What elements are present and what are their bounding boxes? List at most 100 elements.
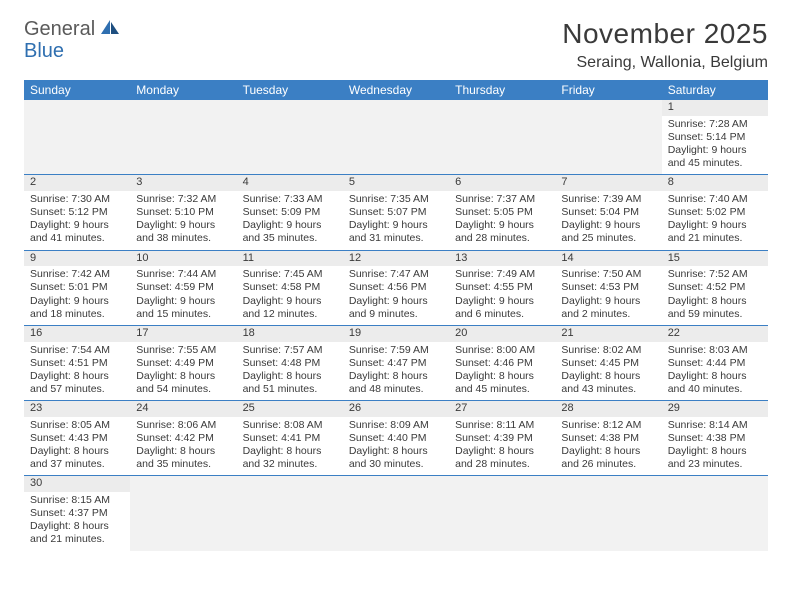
day-number: 8 [662, 175, 768, 191]
daylight-text: Daylight: 8 hours and 45 minutes. [455, 370, 549, 396]
calendar-day-cell [449, 100, 555, 175]
day-content: Sunrise: 7:30 AMSunset: 5:12 PMDaylight:… [30, 193, 124, 246]
sunset-text: Sunset: 4:44 PM [668, 357, 762, 370]
sunrise-text: Sunrise: 7:54 AM [30, 344, 124, 357]
daylight-text: Daylight: 8 hours and 32 minutes. [243, 445, 337, 471]
calendar-week-row: 1 Sunrise: 7:28 AMSunset: 5:14 PMDaylight… [24, 100, 768, 175]
calendar-day-cell: 17Sunrise: 7:55 AMSunset: 4:49 PMDayligh… [130, 325, 236, 400]
day-content: Sunrise: 8:14 AMSunset: 4:38 PMDaylight:… [668, 419, 762, 472]
logo: General [24, 18, 123, 41]
day-content: Sunrise: 7:39 AMSunset: 5:04 PMDaylight:… [561, 193, 655, 246]
calendar-day-cell: 5Sunrise: 7:35 AMSunset: 5:07 PMDaylight… [343, 175, 449, 250]
calendar-day-cell [449, 476, 555, 551]
calendar-day-cell: 16Sunrise: 7:54 AMSunset: 4:51 PMDayligh… [24, 325, 130, 400]
calendar-day-cell [237, 100, 343, 175]
day-number: 26 [343, 401, 449, 417]
sunrise-text: Sunrise: 7:47 AM [349, 268, 443, 281]
sunset-text: Sunset: 5:05 PM [455, 206, 549, 219]
sunrise-text: Sunrise: 7:55 AM [136, 344, 230, 357]
sunrise-text: Sunrise: 7:30 AM [30, 193, 124, 206]
sunrise-text: Sunrise: 7:33 AM [243, 193, 337, 206]
daylight-text: Daylight: 9 hours and 15 minutes. [136, 295, 230, 321]
calendar-page: General November 2025 Seraing, Wallonia,… [0, 0, 792, 551]
day-number: 11 [237, 251, 343, 267]
day-content: Sunrise: 7:28 AMSunset: 5:14 PMDaylight:… [668, 118, 762, 171]
location: Seraing, Wallonia, Belgium [562, 54, 768, 72]
day-number: 10 [130, 251, 236, 267]
day-number: 3 [130, 175, 236, 191]
sunrise-text: Sunrise: 7:28 AM [668, 118, 762, 131]
sunset-text: Sunset: 4:37 PM [30, 507, 124, 520]
day-number: 18 [237, 326, 343, 342]
calendar-day-cell: 24Sunrise: 8:06 AMSunset: 4:42 PMDayligh… [130, 401, 236, 476]
sunset-text: Sunset: 5:10 PM [136, 206, 230, 219]
sunset-text: Sunset: 4:38 PM [561, 432, 655, 445]
weekday-header: Monday [130, 80, 236, 100]
day-content: Sunrise: 7:44 AMSunset: 4:59 PMDaylight:… [136, 268, 230, 321]
sunrise-text: Sunrise: 8:06 AM [136, 419, 230, 432]
day-content: Sunrise: 8:08 AMSunset: 4:41 PMDaylight:… [243, 419, 337, 472]
day-content: Sunrise: 7:55 AMSunset: 4:49 PMDaylight:… [136, 344, 230, 397]
calendar-day-cell: 21Sunrise: 8:02 AMSunset: 4:45 PMDayligh… [555, 325, 661, 400]
sunrise-text: Sunrise: 8:12 AM [561, 419, 655, 432]
calendar-week-row: 2 Sunrise: 7:30 AMSunset: 5:12 PMDaylight… [24, 175, 768, 250]
sunset-text: Sunset: 4:38 PM [668, 432, 762, 445]
sunrise-text: Sunrise: 7:32 AM [136, 193, 230, 206]
calendar-day-cell [555, 100, 661, 175]
sunset-text: Sunset: 4:39 PM [455, 432, 549, 445]
day-content: Sunrise: 8:12 AMSunset: 4:38 PMDaylight:… [561, 419, 655, 472]
calendar-day-cell: 10Sunrise: 7:44 AMSunset: 4:59 PMDayligh… [130, 250, 236, 325]
day-content: Sunrise: 7:35 AMSunset: 5:07 PMDaylight:… [349, 193, 443, 246]
calendar-day-cell: 27Sunrise: 8:11 AMSunset: 4:39 PMDayligh… [449, 401, 555, 476]
daylight-text: Daylight: 8 hours and 35 minutes. [136, 445, 230, 471]
sunset-text: Sunset: 4:43 PM [30, 432, 124, 445]
sunrise-text: Sunrise: 7:50 AM [561, 268, 655, 281]
sunrise-text: Sunrise: 8:14 AM [668, 419, 762, 432]
day-number: 29 [662, 401, 768, 417]
sunset-text: Sunset: 5:04 PM [561, 206, 655, 219]
calendar-day-cell: 13Sunrise: 7:49 AMSunset: 4:55 PMDayligh… [449, 250, 555, 325]
sunrise-text: Sunrise: 7:35 AM [349, 193, 443, 206]
day-number: 27 [449, 401, 555, 417]
calendar-week-row: 9Sunrise: 7:42 AMSunset: 5:01 PMDaylight… [24, 250, 768, 325]
weekday-header: Friday [555, 80, 661, 100]
sunset-text: Sunset: 4:53 PM [561, 281, 655, 294]
month-title: November 2025 [562, 18, 768, 50]
daylight-text: Daylight: 9 hours and 21 minutes. [668, 219, 762, 245]
sunrise-text: Sunrise: 7:44 AM [136, 268, 230, 281]
sunrise-text: Sunrise: 8:09 AM [349, 419, 443, 432]
day-number: 1 [662, 100, 768, 116]
calendar-body: 1 Sunrise: 7:28 AMSunset: 5:14 PMDaylight… [24, 100, 768, 551]
calendar-day-cell: 14Sunrise: 7:50 AMSunset: 4:53 PMDayligh… [555, 250, 661, 325]
sunset-text: Sunset: 5:07 PM [349, 206, 443, 219]
calendar-day-cell [662, 476, 768, 551]
day-content: Sunrise: 8:00 AMSunset: 4:46 PMDaylight:… [455, 344, 549, 397]
calendar-day-cell: 1 Sunrise: 7:28 AMSunset: 5:14 PMDaylight… [662, 100, 768, 175]
calendar-table: Sunday Monday Tuesday Wednesday Thursday… [24, 80, 768, 551]
day-number: 12 [343, 251, 449, 267]
sunset-text: Sunset: 5:02 PM [668, 206, 762, 219]
calendar-day-cell: 12Sunrise: 7:47 AMSunset: 4:56 PMDayligh… [343, 250, 449, 325]
sunset-text: Sunset: 4:58 PM [243, 281, 337, 294]
sunrise-text: Sunrise: 8:15 AM [30, 494, 124, 507]
sunrise-text: Sunrise: 8:05 AM [30, 419, 124, 432]
day-content: Sunrise: 8:15 AMSunset: 4:37 PMDaylight:… [30, 494, 124, 547]
sunrise-text: Sunrise: 7:49 AM [455, 268, 549, 281]
calendar-day-cell [555, 476, 661, 551]
day-number: 2 [24, 175, 130, 191]
daylight-text: Daylight: 8 hours and 57 minutes. [30, 370, 124, 396]
sunset-text: Sunset: 4:56 PM [349, 281, 443, 294]
sunrise-text: Sunrise: 8:11 AM [455, 419, 549, 432]
calendar-week-row: 16Sunrise: 7:54 AMSunset: 4:51 PMDayligh… [24, 325, 768, 400]
sunset-text: Sunset: 4:52 PM [668, 281, 762, 294]
calendar-day-cell: 28Sunrise: 8:12 AMSunset: 4:38 PMDayligh… [555, 401, 661, 476]
logo-text-blue: Blue [24, 40, 64, 62]
logo-sub: Blue [24, 40, 64, 63]
day-content: Sunrise: 7:45 AMSunset: 4:58 PMDaylight:… [243, 268, 337, 321]
calendar-day-cell: 25Sunrise: 8:08 AMSunset: 4:41 PMDayligh… [237, 401, 343, 476]
calendar-day-cell: 3Sunrise: 7:32 AMSunset: 5:10 PMDaylight… [130, 175, 236, 250]
calendar-day-cell [343, 476, 449, 551]
day-content: Sunrise: 8:09 AMSunset: 4:40 PMDaylight:… [349, 419, 443, 472]
sunrise-text: Sunrise: 7:37 AM [455, 193, 549, 206]
sunset-text: Sunset: 4:45 PM [561, 357, 655, 370]
